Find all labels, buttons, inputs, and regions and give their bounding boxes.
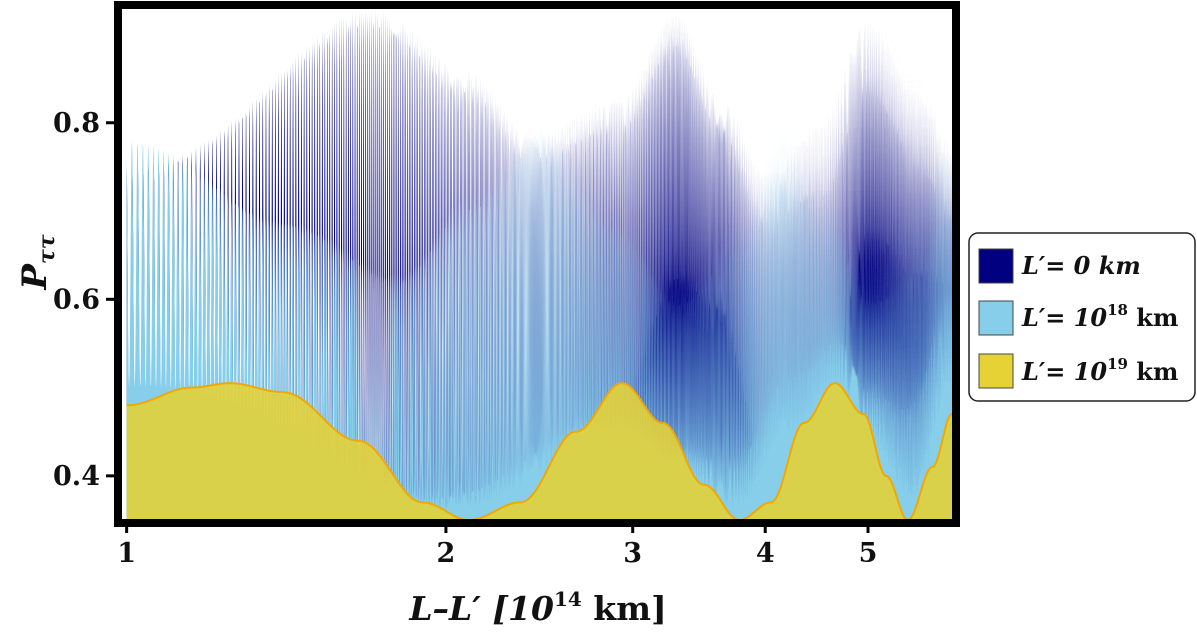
legend-item-l0: L′= 0 km bbox=[978, 248, 1141, 284]
axes: 1 2 3 4 5 0.4 0.6 0.8 bbox=[53, 108, 877, 569]
legend-label-l0: L′= 0 km bbox=[1021, 251, 1141, 280]
svg-text:L′= 1019 km: L′= 1019 km bbox=[1021, 355, 1178, 386]
x-axis-title: L–L′ [1014 km] bbox=[408, 587, 666, 628]
legend-label-l19-exp: 19 bbox=[1107, 355, 1128, 373]
svg-text:L′= 0 km: L′= 0 km bbox=[1021, 251, 1141, 280]
y-tick-label-0: 0.4 bbox=[53, 461, 100, 492]
plot-area bbox=[126, 8, 952, 520]
svg-text:L′= 1018 km: L′= 1018 km bbox=[1021, 301, 1178, 332]
legend-label-l18-post: km bbox=[1128, 303, 1178, 332]
legend-label-l19: L′= 10 bbox=[1021, 357, 1107, 386]
x-tick-label-0: 1 bbox=[117, 538, 136, 569]
legend-swatch-l18 bbox=[978, 300, 1014, 336]
legend-swatch-l19 bbox=[978, 353, 1014, 389]
series-line-2 bbox=[126, 382, 952, 520]
y-axis-title-sub: ττ bbox=[34, 234, 60, 264]
y-tick-label-2: 0.8 bbox=[53, 108, 100, 139]
x-axis-title-exp: 14 bbox=[554, 587, 582, 611]
legend-item-l19: L′= 1019 km bbox=[978, 353, 1178, 389]
x-tick-label-1: 2 bbox=[437, 538, 456, 569]
legend-label-l19-post: km bbox=[1128, 357, 1178, 386]
legend-swatch-l0 bbox=[978, 248, 1014, 284]
x-tick-label-3: 4 bbox=[756, 538, 775, 569]
x-axis-title-unit: km] bbox=[582, 589, 667, 628]
legend-label-l18-exp: 18 bbox=[1107, 301, 1128, 319]
y-axis-title-main: P bbox=[15, 263, 55, 291]
legend-box bbox=[968, 232, 1196, 402]
x-tick-label-2: 3 bbox=[623, 538, 642, 569]
plot-frame bbox=[114, 1, 960, 527]
legend: L′= 0 km L′= 1018 km L′= 1019 km bbox=[968, 232, 1196, 402]
x-axis-title-main: L–L′ [10 bbox=[408, 589, 554, 628]
series-area-2 bbox=[126, 383, 952, 520]
y-axis-title: Pττ bbox=[15, 234, 60, 290]
y-tick-label-1: 0.6 bbox=[53, 284, 100, 315]
legend-item-l18: L′= 1018 km bbox=[978, 300, 1178, 336]
series-area-1 bbox=[126, 123, 952, 520]
legend-label-l18: L′= 10 bbox=[1021, 303, 1107, 332]
x-tick-label-4: 5 bbox=[859, 538, 878, 569]
